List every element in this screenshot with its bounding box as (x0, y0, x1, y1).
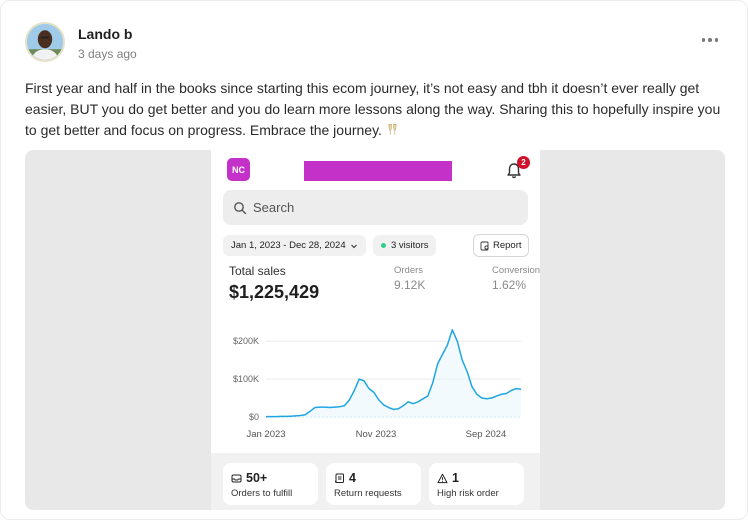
champagne-glasses-icon (388, 124, 397, 135)
orders-label: Orders (394, 265, 424, 276)
dot-icon (708, 38, 712, 42)
return-requests-tile[interactable]: 4 Return requests (326, 463, 421, 505)
date-range-label: Jan 1, 2023 - Dec 28, 2024 (231, 240, 346, 251)
search-icon (234, 201, 247, 214)
search-placeholder: Search (253, 200, 295, 215)
high-risk-order-tile[interactable]: 1 High risk order (429, 463, 524, 505)
post-body: First year and half in the books since s… (25, 78, 725, 141)
inbox-icon (231, 474, 242, 482)
avatar-photo (27, 24, 63, 60)
orders-to-fulfill-tile[interactable]: 50+ Orders to fulfill (223, 463, 318, 505)
sales-line-chart: $0 $100K $200K Jan 2023 Nov 2023 Sep 2024 (233, 329, 522, 440)
avatar[interactable] (25, 22, 65, 62)
store-badge[interactable]: NC (227, 158, 250, 181)
tile-label: High risk order (437, 488, 499, 499)
tile-label: Return requests (334, 488, 402, 499)
conversion-value: 1.62% (492, 278, 527, 292)
warning-icon (437, 473, 448, 483)
search-input[interactable]: Search (223, 190, 528, 225)
tile-value: 1 (452, 471, 459, 485)
conversion-label: Conversion (492, 265, 541, 276)
tile-label: Orders to fulfill (231, 488, 293, 499)
y-tick-label: $0 (249, 412, 259, 422)
series-area (266, 329, 521, 417)
visitors-label: 3 visitors (391, 240, 429, 251)
author-name[interactable]: Lando b (78, 26, 133, 42)
tile-value: 50+ (246, 471, 268, 485)
y-tick-label: $100K (233, 374, 259, 384)
bell-icon[interactable] (505, 162, 523, 180)
more-options-button[interactable] (701, 31, 719, 49)
report-button[interactable]: Report (473, 234, 529, 257)
post-time: 3 days ago (78, 47, 137, 61)
x-tick-label: Jan 2023 (246, 429, 285, 440)
report-icon (480, 241, 489, 250)
chevron-down-icon (350, 244, 357, 248)
live-visitors-chip[interactable]: 3 visitors (373, 235, 437, 256)
orders-value: 9.12K (394, 278, 426, 292)
series-line (266, 329, 522, 418)
total-sales-label: Total sales (229, 264, 286, 278)
x-tick-label: Sep 2024 (466, 429, 507, 440)
live-dot-icon (381, 243, 386, 248)
total-sales-value: $1,225,429 (229, 282, 320, 302)
dot-icon (701, 38, 706, 42)
y-tick-label: $200K (233, 336, 259, 346)
x-tick-label: Nov 2023 (356, 429, 397, 440)
report-label: Report (493, 240, 522, 251)
dot-icon (714, 38, 719, 42)
redacted-store-name (304, 161, 452, 181)
return-icon (335, 473, 344, 483)
tile-value: 4 (349, 471, 356, 485)
post-text: First year and half in the books since s… (25, 80, 721, 138)
date-range-selector[interactable]: Jan 1, 2023 - Dec 28, 2024 (223, 235, 366, 256)
notification-badge: 2 (517, 156, 530, 169)
